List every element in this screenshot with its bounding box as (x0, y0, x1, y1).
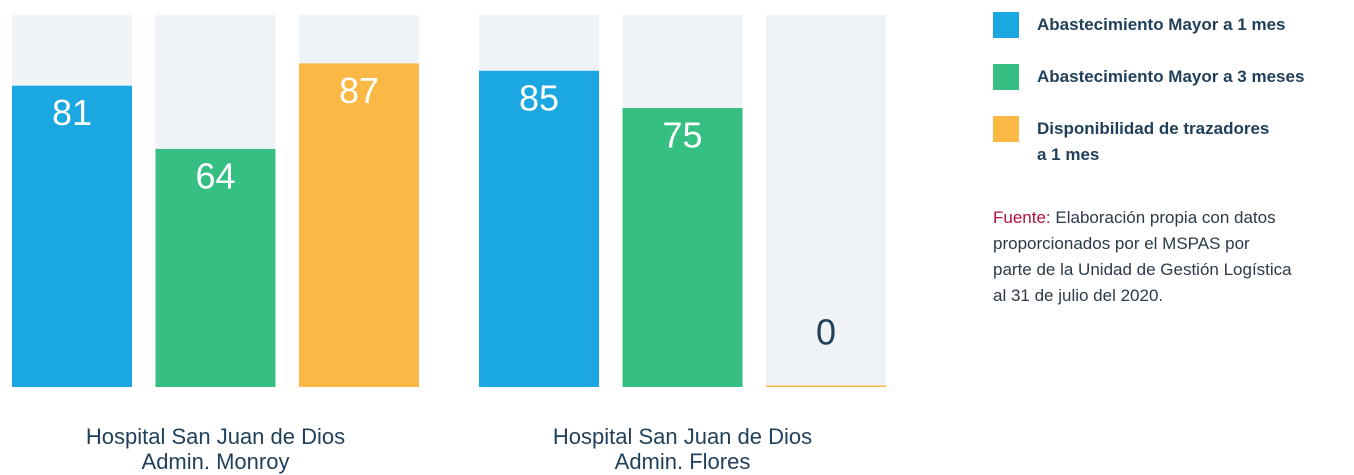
bar (479, 70, 599, 388)
bar (12, 85, 132, 388)
value-label: 85 (519, 77, 559, 118)
legend-swatch (993, 12, 1019, 38)
value-label: 87 (339, 70, 379, 111)
legend: Abastecimiento Mayor a 1 mes Abastecimien… (993, 12, 1353, 194)
legend-label: Disponibilidad de trazadores a 1 mes (1037, 119, 1270, 164)
value-label: 0 (816, 312, 836, 353)
source-note: Fuente: Elaboración propia con datos pro… (993, 205, 1293, 309)
value-label: 75 (662, 115, 702, 156)
note-text: Elaboración propia con datos proporciona… (993, 208, 1292, 305)
chart: 81 64 87 Hospital San Juan de Dios Admin. Mo… (12, 15, 886, 474)
value-label: 81 (52, 92, 92, 133)
bar-background (766, 15, 886, 387)
legend-item: Abastecimiento Mayor a 3 meses (993, 64, 1353, 90)
legend-swatch (993, 116, 1019, 142)
bar (622, 108, 743, 387)
value-label: 64 (195, 155, 235, 196)
bar (766, 385, 886, 387)
legend-item: Disponibilidad de trazadores a 1 mes (993, 116, 1353, 168)
legend-swatch (993, 64, 1019, 90)
bar (299, 63, 419, 388)
legend-item: Abastecimiento Mayor a 1 mes (993, 12, 1353, 38)
legend-label: Abastecimiento Mayor a 3 meses (1037, 67, 1305, 86)
category-label: Hospital San Juan de Dios Admin. Monroy (86, 424, 345, 474)
category-label: Hospital San Juan de Dios Admin. Flores (553, 424, 812, 474)
bar (155, 148, 276, 387)
note-label: Fuente: (993, 208, 1051, 227)
legend-label: Abastecimiento Mayor a 1 mes (1037, 15, 1286, 34)
